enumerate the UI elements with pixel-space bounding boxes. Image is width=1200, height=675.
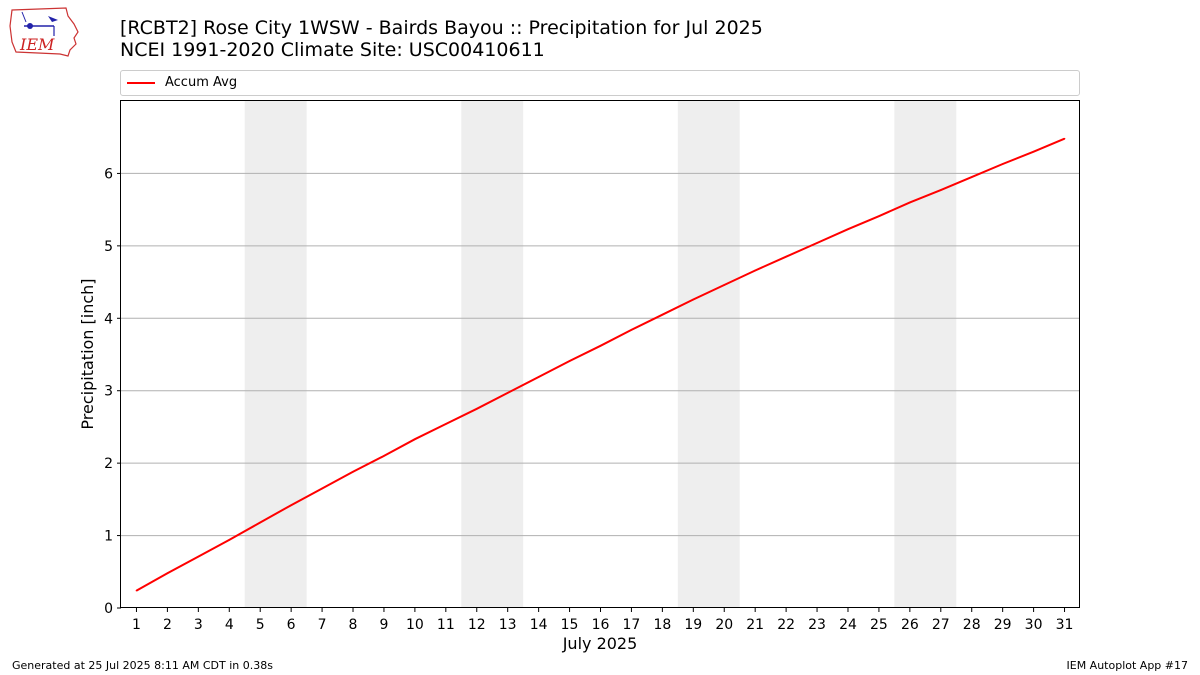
data-point — [816, 242, 818, 244]
data-point — [1063, 137, 1066, 140]
data-point — [259, 521, 262, 524]
data-point — [135, 589, 138, 592]
data-point — [1001, 163, 1004, 165]
x-tick-label: 8 — [349, 617, 358, 633]
data-point — [847, 228, 849, 230]
data-point — [1032, 150, 1035, 153]
data-point — [754, 269, 756, 272]
x-tick-label: 12 — [468, 617, 486, 633]
data-point — [568, 360, 571, 362]
x-tick-label: 27 — [932, 617, 950, 633]
data-point — [785, 255, 787, 258]
x-tick-label: 1 — [132, 617, 141, 633]
data-point — [723, 284, 726, 286]
data-point — [692, 298, 695, 301]
data-point — [352, 471, 354, 473]
x-tick-label: 14 — [530, 617, 548, 633]
y-tick-label: 2 — [104, 456, 113, 472]
x-tick-label: 6 — [287, 617, 296, 633]
data-point — [475, 408, 478, 410]
x-tick-label: 7 — [318, 617, 327, 633]
y-tick-label: 1 — [104, 529, 113, 545]
data-point — [321, 487, 323, 490]
x-tick-label: 28 — [963, 617, 981, 633]
y-tick-label: 4 — [104, 311, 113, 327]
series-line-accum-avg — [136, 137, 1065, 592]
data-point — [939, 189, 942, 191]
data-point — [909, 201, 911, 204]
x-tick-label: 22 — [777, 617, 795, 633]
weekend-band — [894, 101, 957, 608]
legend-label: Accum Avg — [165, 75, 238, 90]
legend-swatch — [127, 82, 155, 84]
y-tick-label: 6 — [104, 166, 113, 182]
title-line-1: [RCBT2] Rose City 1WSW - Bairds Bayou ::… — [120, 17, 763, 39]
generated-timestamp: Generated at 25 Jul 2025 8:11 AM CDT in … — [12, 659, 273, 672]
data-point — [506, 392, 509, 394]
y-tick-label: 5 — [104, 239, 113, 255]
x-tick-label: 18 — [653, 617, 671, 633]
x-tick-label: 25 — [870, 617, 888, 633]
x-tick-label: 10 — [406, 617, 424, 633]
data-point — [383, 455, 385, 457]
iem-logo-icon: IEM — [9, 7, 79, 57]
x-tick-label: 20 — [715, 617, 733, 633]
weekend-band — [244, 101, 307, 608]
x-tick-label: 4 — [225, 617, 234, 633]
legend: Accum Avg — [120, 70, 1080, 96]
chart-title: [RCBT2] Rose City 1WSW - Bairds Bayou ::… — [120, 17, 763, 61]
x-tick-label: 16 — [592, 617, 610, 633]
x-tick-label: 19 — [684, 617, 702, 633]
data-point — [878, 215, 880, 217]
x-tick-label: 17 — [623, 617, 641, 633]
data-point — [197, 555, 200, 558]
data-point — [661, 313, 664, 316]
weekend-band — [461, 101, 524, 608]
x-tick-label: 5 — [256, 617, 265, 633]
x-tick-label: 21 — [746, 617, 764, 633]
x-tick-label: 30 — [1025, 617, 1043, 633]
y-axis-label: Precipitation [inch] — [78, 278, 97, 429]
data-point — [970, 176, 973, 178]
data-point — [166, 572, 169, 575]
x-tick-label: 9 — [379, 617, 388, 633]
data-point — [290, 504, 292, 506]
plot-frame — [120, 100, 1080, 608]
x-tick-label: 2 — [163, 617, 172, 633]
x-tick-label: 3 — [194, 617, 203, 633]
data-point — [630, 329, 633, 331]
data-point — [228, 539, 231, 541]
x-tick-label: 24 — [839, 617, 857, 633]
x-tick-label: 11 — [437, 617, 455, 633]
data-point — [414, 438, 416, 441]
x-tick-label: 15 — [561, 617, 579, 633]
x-axis-label: July 2025 — [562, 634, 638, 653]
x-tick-label: 26 — [901, 617, 919, 633]
data-point — [445, 423, 447, 425]
x-tick-label: 13 — [499, 617, 517, 633]
x-tick-label: 23 — [808, 617, 826, 633]
title-line-2: NCEI 1991-2020 Climate Site: USC00410611 — [120, 39, 545, 61]
app-credit: IEM Autoplot App #17 — [1066, 659, 1189, 672]
logo-text: IEM — [19, 35, 55, 54]
x-tick-label: 29 — [994, 617, 1012, 633]
y-tick-label: 3 — [104, 384, 113, 400]
weekend-band — [677, 101, 740, 608]
data-point — [537, 376, 540, 378]
y-tick-label: 0 — [104, 601, 113, 617]
data-point — [599, 345, 602, 347]
x-tick-label: 31 — [1056, 617, 1074, 633]
